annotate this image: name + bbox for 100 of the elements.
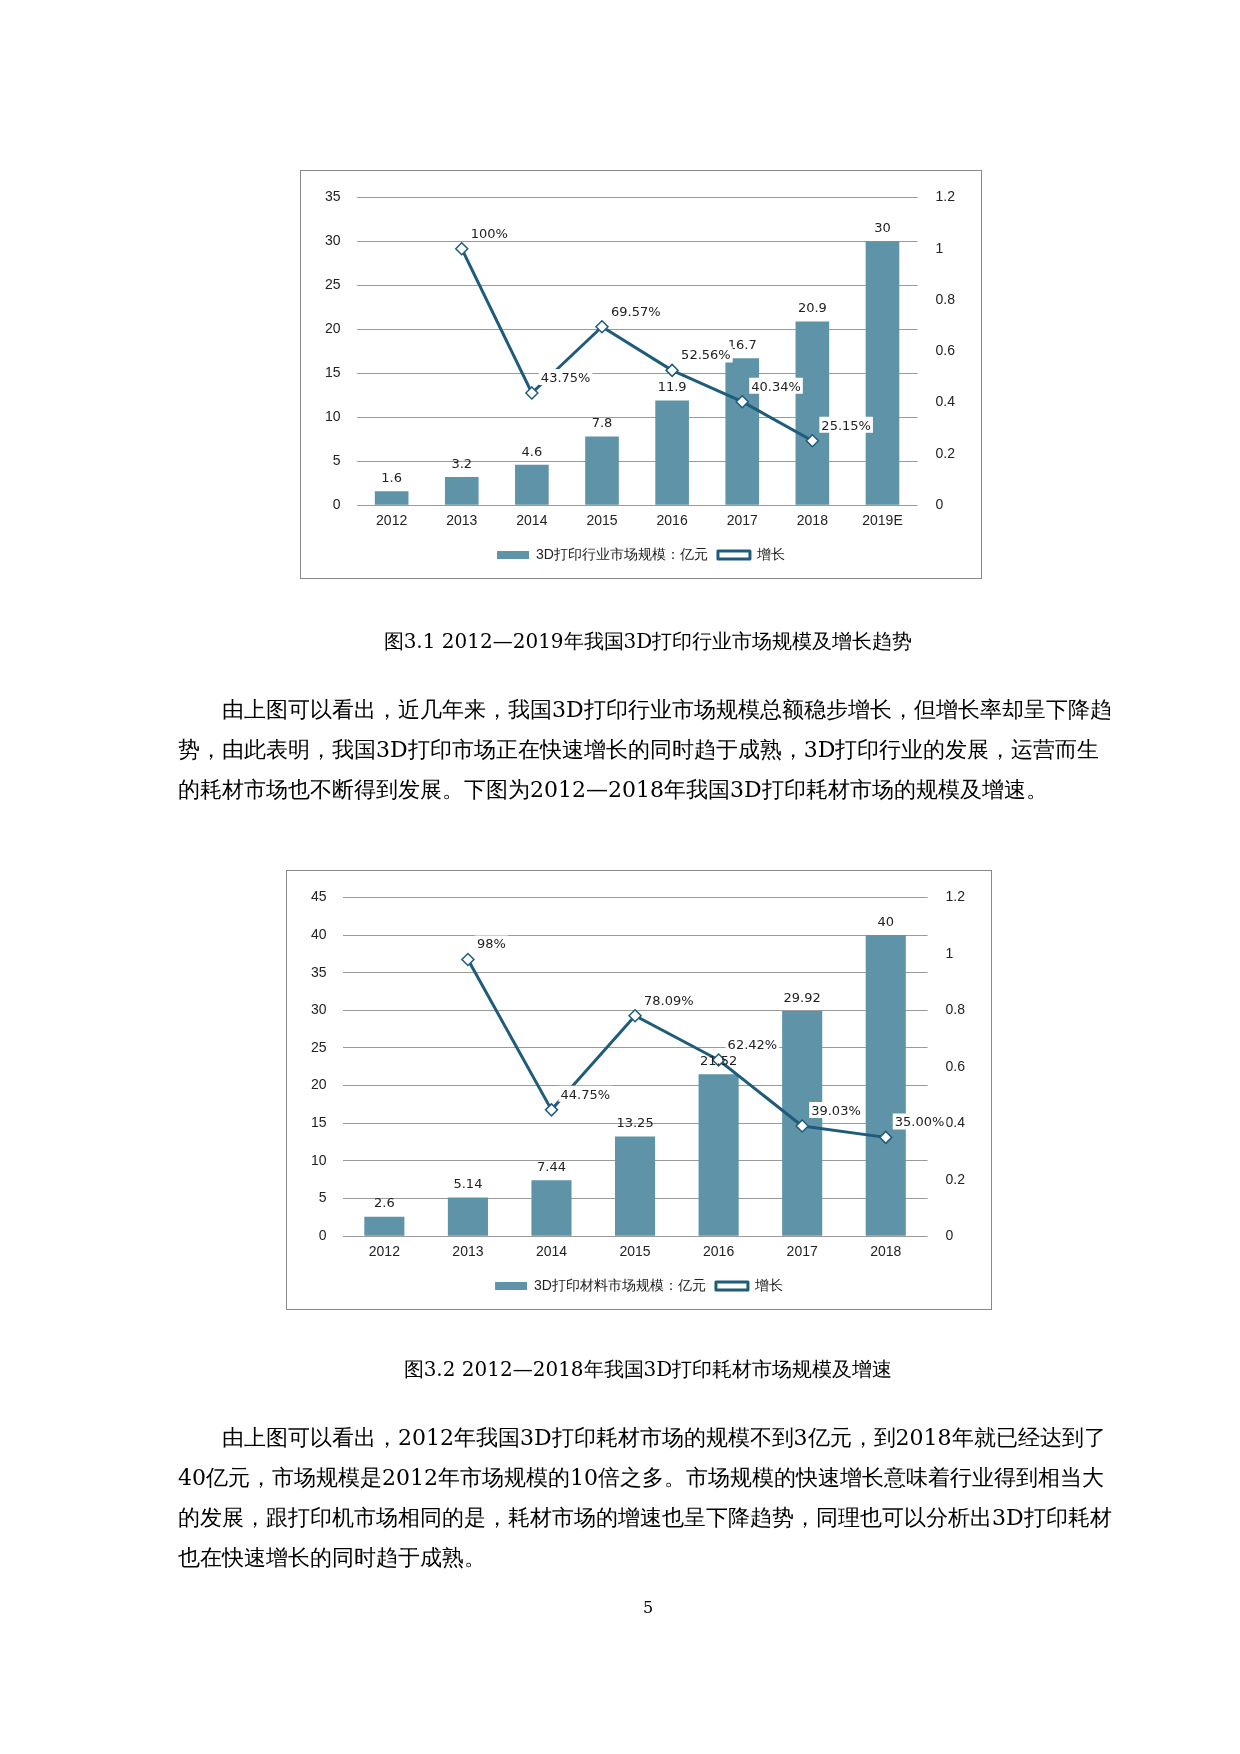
y-tick-label: 15 (324, 364, 341, 381)
caption: 图3.1 2012—2019年我国3D打印行业市场规模及增长趋势 (382, 628, 914, 655)
legend-label: 3D打印行业市场规模：亿元 (536, 545, 708, 562)
x-tick-label: 2014 (535, 1243, 568, 1260)
bar (615, 1136, 656, 1236)
bar (447, 1197, 488, 1236)
text: 由上图可以看出，近几年来，我国3D打印行业市场规模总额稳步增长，但增长率却呈下降趋势，由此表明，我国3D打印市场正在快速增长的同时趋于成熟，3D打印行业的发展，运营而生的耗材市场也不断得到发展。下图为2012—2018年我国3D打印耗材市场的规模及增速。 (178, 696, 1113, 804)
data-label: 39.03% (811, 1102, 861, 1118)
y-tick-label: 5 (318, 1189, 327, 1206)
y-tick-label: 10 (310, 1151, 327, 1168)
y2-tick-label: 1.2 (935, 188, 956, 205)
y2-tick-label: 1.2 (945, 888, 966, 905)
bar (364, 1216, 405, 1236)
legend-label: 增长 (755, 545, 785, 562)
point (879, 1130, 893, 1145)
x-tick-label: 2017 (726, 512, 759, 529)
point (455, 241, 469, 256)
data-label: 44.75% (560, 1086, 611, 1102)
point (544, 1103, 559, 1117)
point (805, 433, 820, 448)
legend-label: 3D打印材料市场规模：亿元 (534, 1276, 706, 1293)
bar (374, 491, 409, 505)
point (795, 1119, 809, 1133)
y2-tick-label: 0.6 (935, 342, 956, 359)
text: 5 (641, 1598, 655, 1617)
y-tick-label: 45 (310, 888, 327, 905)
point (665, 363, 679, 378)
data-label: 69.57% (610, 303, 661, 319)
data-label: 30 (874, 220, 891, 236)
bar (698, 1074, 739, 1236)
bar (655, 400, 689, 505)
y-tick-label: 30 (324, 232, 341, 249)
y2-tick-label: 0.4 (945, 1114, 966, 1131)
y-tick-label: 20 (324, 320, 341, 337)
data-label: 2.6 (374, 1195, 395, 1211)
bar (531, 1180, 572, 1236)
y-tick-label: 15 (310, 1114, 327, 1131)
point (735, 394, 749, 409)
legend-label: 增长 (753, 1276, 783, 1293)
x-tick-label: 2018 (796, 512, 829, 529)
data-label: 62.42% (727, 1036, 778, 1052)
data-label: 52.56% (681, 347, 731, 363)
y-tick-label: 0 (318, 1227, 327, 1244)
y-tick-label: 5 (332, 452, 341, 469)
y2-tick-label: 1 (935, 239, 944, 256)
x-tick-label: 2016 (656, 512, 688, 529)
bar (585, 436, 619, 505)
y2-tick-label: 0.8 (935, 290, 956, 307)
bar (444, 477, 479, 505)
data-label: 7.44 (537, 1159, 566, 1175)
y2-tick-label: 0.8 (945, 1001, 966, 1018)
caption: 图3.2 2012—2018年我国3D打印耗材市场规模及增速 (402, 1356, 894, 1383)
data-label: 78.09% (644, 992, 694, 1008)
y2-tick-label: 0.2 (935, 444, 956, 461)
data-label: 4.6 (521, 443, 543, 459)
y-tick-label: 25 (310, 1038, 327, 1055)
x-tick-label: 2015 (619, 1243, 651, 1260)
data-label: 11.9 (657, 379, 687, 395)
x-tick-label: 2012 (368, 1243, 401, 1260)
data-label: 25.15% (821, 417, 871, 433)
y2-tick-label: 0.6 (945, 1057, 966, 1074)
x-tick-label: 2018 (870, 1243, 902, 1260)
data-label: 43.75% (540, 369, 591, 385)
y2-tick-label: 0.2 (945, 1170, 966, 1187)
data-label: 1.6 (381, 470, 402, 485)
y-tick-label: 35 (324, 188, 341, 205)
x-tick-label: 2013 (446, 512, 478, 529)
data-label: 40 (877, 913, 895, 929)
bar (515, 464, 549, 505)
y-tick-label: 25 (324, 276, 341, 293)
y-tick-label: 30 (310, 1001, 327, 1018)
y-tick-label: 10 (324, 408, 341, 425)
data-label: 29.92 (783, 989, 821, 1005)
x-tick-label: 2016 (703, 1243, 735, 1260)
data-label: 98% (476, 936, 506, 952)
point (595, 320, 609, 334)
point (525, 386, 539, 400)
x-tick-label: 2012 (376, 512, 408, 529)
point (628, 1008, 642, 1023)
y2-tick-label: 1 (945, 944, 954, 961)
y2-tick-label: 0.4 (935, 393, 956, 410)
x-tick-label: 2019E (862, 512, 903, 529)
data-label: 7.8 (591, 415, 613, 431)
data-label: 100% (470, 225, 508, 241)
data-label: 20.9 (797, 300, 827, 316)
y-tick-label: 40 (310, 925, 327, 942)
y2-tick-label: 0 (935, 496, 944, 513)
data-label: 13.25 (616, 1115, 654, 1131)
y-tick-label: 0 (332, 496, 341, 513)
data-label: 5.14 (453, 1176, 483, 1192)
data-label: 40.34% (751, 378, 801, 394)
data-label: 3.2 (451, 455, 473, 471)
y-tick-label: 35 (310, 963, 327, 980)
point (461, 952, 475, 967)
y2-tick-label: 0 (945, 1227, 954, 1244)
data-label: 35.00% (894, 1114, 945, 1130)
x-tick-label: 2017 (786, 1243, 818, 1260)
y-tick-label: 20 (310, 1076, 327, 1093)
x-tick-label: 2015 (586, 512, 618, 529)
text: 由上图可以看出，2012年我国3D打印耗材市场的规模不到3亿元，到2018年就已经达到了40亿元，市场规模是2012年市场规模的10倍之多。市场规模的快速增长意味着行业得到相当大的发展，跟打印机市场相同的是，耗材市场的增速也呈下降趋势，同理也可以分析出3D打印耗材也在快速增长的同时趋于成熟。 (178, 1424, 1113, 1572)
